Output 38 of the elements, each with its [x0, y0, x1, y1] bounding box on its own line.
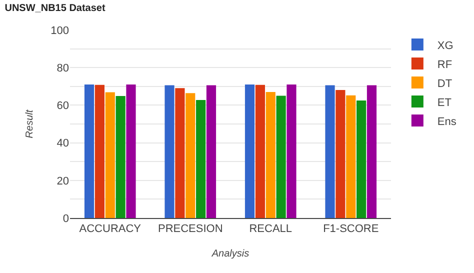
x-tick-label: ACCURACY	[79, 223, 142, 236]
bar	[105, 92, 115, 218]
legend-label: XG	[437, 40, 454, 52]
bar	[336, 90, 346, 218]
y-tick-label: 80	[56, 62, 69, 74]
bar	[94, 84, 104, 218]
legend-label: ET	[437, 96, 452, 109]
legend-label: Ens	[437, 116, 457, 128]
x-tick-label: F1-SCORE	[323, 223, 379, 236]
bar	[84, 84, 94, 218]
bar	[186, 93, 196, 218]
x-tick-label: RECALL	[249, 223, 292, 236]
bar	[266, 92, 276, 218]
bar	[116, 96, 126, 218]
bar	[346, 95, 356, 218]
x-tick-label: PRECESION	[158, 223, 223, 236]
bar	[325, 85, 335, 218]
bar	[255, 84, 265, 218]
bar	[126, 84, 136, 218]
legend-label: DT	[437, 78, 452, 90]
bar	[356, 100, 366, 218]
y-tick-label: 0	[62, 212, 69, 225]
bar	[164, 85, 174, 218]
bar	[366, 85, 377, 218]
y-tick-label: 60	[56, 100, 69, 112]
legend-label: RF	[437, 58, 452, 71]
bar	[206, 85, 216, 218]
y-tick-label: 100	[50, 24, 69, 37]
bar	[276, 96, 286, 218]
chart-title: UNSW_NB15 Dataset	[4, 3, 106, 14]
bar	[286, 84, 296, 218]
bar	[196, 100, 206, 218]
bar	[175, 88, 185, 218]
y-tick-label: 40	[56, 138, 69, 150]
x-axis-title: Analysis	[210, 248, 250, 260]
y-axis-title: Result	[24, 108, 36, 138]
bar	[244, 84, 255, 218]
y-tick-label: 20	[56, 175, 69, 188]
